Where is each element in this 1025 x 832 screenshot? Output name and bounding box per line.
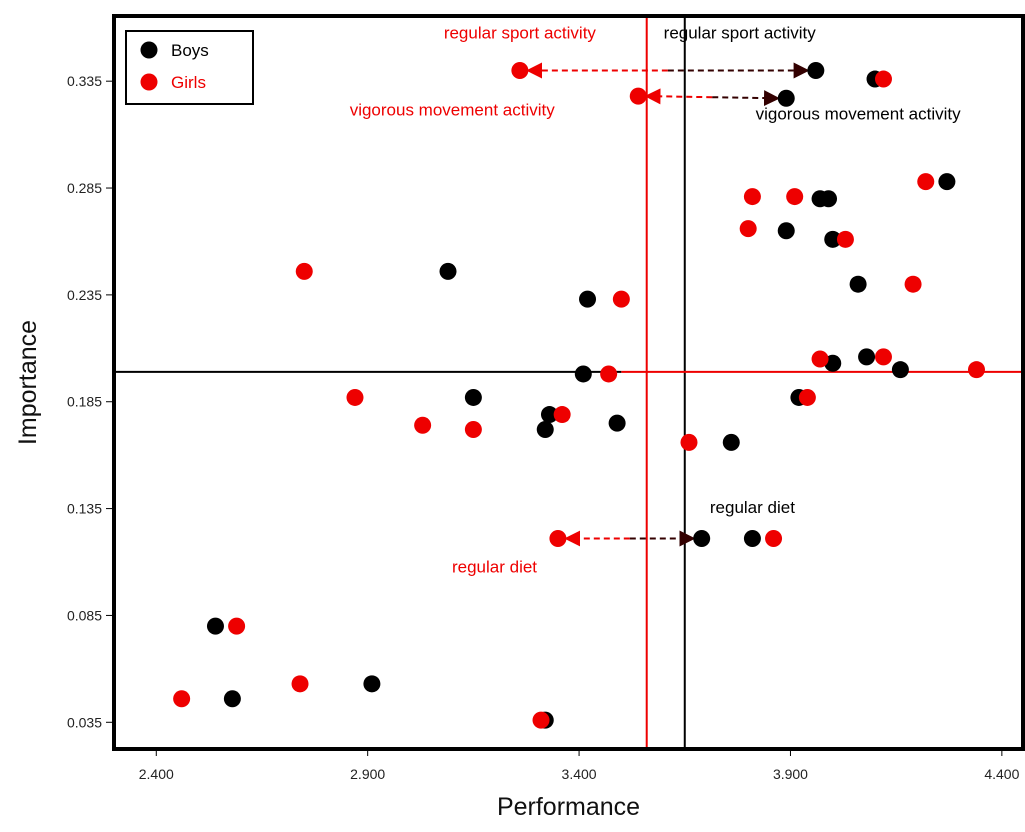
y-tick-label: 0.085 — [67, 607, 102, 623]
boys-point — [363, 675, 381, 693]
boys-point — [849, 275, 867, 293]
boys-point — [777, 222, 795, 240]
y-tick-label: 0.135 — [67, 501, 102, 517]
boys-point — [574, 365, 592, 383]
girls-point — [786, 188, 804, 206]
annotation-girls-regular-diet: regular diet — [452, 558, 537, 577]
y-tick-label: 0.035 — [67, 714, 102, 730]
reference-lines — [114, 16, 1023, 749]
x-tick-label: 2.400 — [139, 766, 174, 782]
boys-point — [891, 361, 909, 379]
x-tick-label: 4.400 — [984, 766, 1019, 782]
legend-marker-boys — [140, 41, 158, 59]
girls-point — [532, 711, 550, 729]
annotations: regular sport activity regular sport acti… — [350, 23, 961, 576]
boys-point — [743, 530, 761, 548]
boys-point — [777, 89, 795, 107]
girls-point — [765, 530, 783, 548]
boys-point — [579, 290, 597, 308]
annotation-boys-regular-diet: regular diet — [710, 498, 795, 517]
girls-point — [600, 365, 618, 383]
girls-point — [629, 87, 647, 105]
x-tick-label: 2.900 — [350, 766, 385, 782]
boys-point — [206, 617, 224, 635]
boys-point — [608, 414, 626, 432]
annotation-girls-vigorous: vigorous movement activity — [350, 100, 556, 119]
girls-point — [904, 275, 922, 293]
girls-point — [917, 173, 935, 191]
y-tick-label: 0.235 — [67, 287, 102, 303]
y-tick-label: 0.335 — [67, 73, 102, 89]
arrow-left-half-1 — [644, 88, 713, 105]
y-axis-ticks: 0.335 0.285 0.235 0.185 0.135 0.085 0.035 — [67, 73, 114, 730]
girls-point — [553, 406, 571, 424]
girls-point — [511, 61, 529, 79]
girls-point — [743, 188, 761, 206]
boys-point — [722, 433, 740, 451]
boys-point — [938, 173, 956, 191]
girls-point — [874, 70, 892, 88]
boys-point — [540, 406, 558, 424]
girls-point — [680, 433, 698, 451]
girls-point — [228, 617, 246, 635]
boys-point — [439, 262, 457, 280]
girls-point — [346, 388, 364, 406]
boys-point — [536, 421, 554, 439]
y-tick-label: 0.185 — [67, 394, 102, 410]
boys-point — [223, 690, 241, 708]
data-points — [173, 61, 985, 729]
girls-point — [836, 230, 854, 248]
x-tick-label: 3.900 — [773, 766, 808, 782]
girls-point — [798, 388, 816, 406]
boys-point — [820, 190, 838, 208]
girls-point — [811, 350, 829, 368]
y-tick-label: 0.285 — [67, 180, 102, 196]
girls-point — [739, 220, 757, 238]
difference-arrows — [526, 62, 810, 547]
girls-point — [612, 290, 630, 308]
legend-label-girls: Girls — [171, 73, 206, 92]
girls-point — [291, 675, 309, 693]
boys-point — [807, 61, 825, 79]
girls-point — [549, 530, 567, 548]
legend-label-boys: Boys — [171, 41, 209, 60]
girls-point — [967, 361, 985, 379]
boys-point — [693, 530, 711, 548]
boys-point — [824, 230, 842, 248]
annotation-girls-regular-sport: regular sport activity — [444, 23, 597, 42]
annotation-boys-vigorous: vigorous movement activity — [756, 105, 962, 124]
girls-point — [874, 348, 892, 366]
arrow-right-half-1 — [712, 90, 781, 107]
girls-point — [173, 690, 191, 708]
x-tick-label: 3.400 — [562, 766, 597, 782]
legend-marker-girls — [140, 73, 158, 91]
x-axis-ticks: 2.400 2.900 3.400 3.900 4.400 — [139, 749, 1020, 782]
annotation-boys-regular-sport: regular sport activity — [664, 23, 817, 42]
plot-frame — [112, 14, 1025, 751]
y-axis-title: Importance — [14, 320, 42, 445]
x-axis-title: Performance — [497, 793, 640, 821]
boys-point — [858, 348, 876, 366]
boys-point — [464, 388, 482, 406]
girls-point — [295, 262, 313, 280]
girls-point — [414, 416, 432, 434]
legend: Boys Girls — [125, 30, 254, 105]
girls-point — [464, 421, 482, 439]
